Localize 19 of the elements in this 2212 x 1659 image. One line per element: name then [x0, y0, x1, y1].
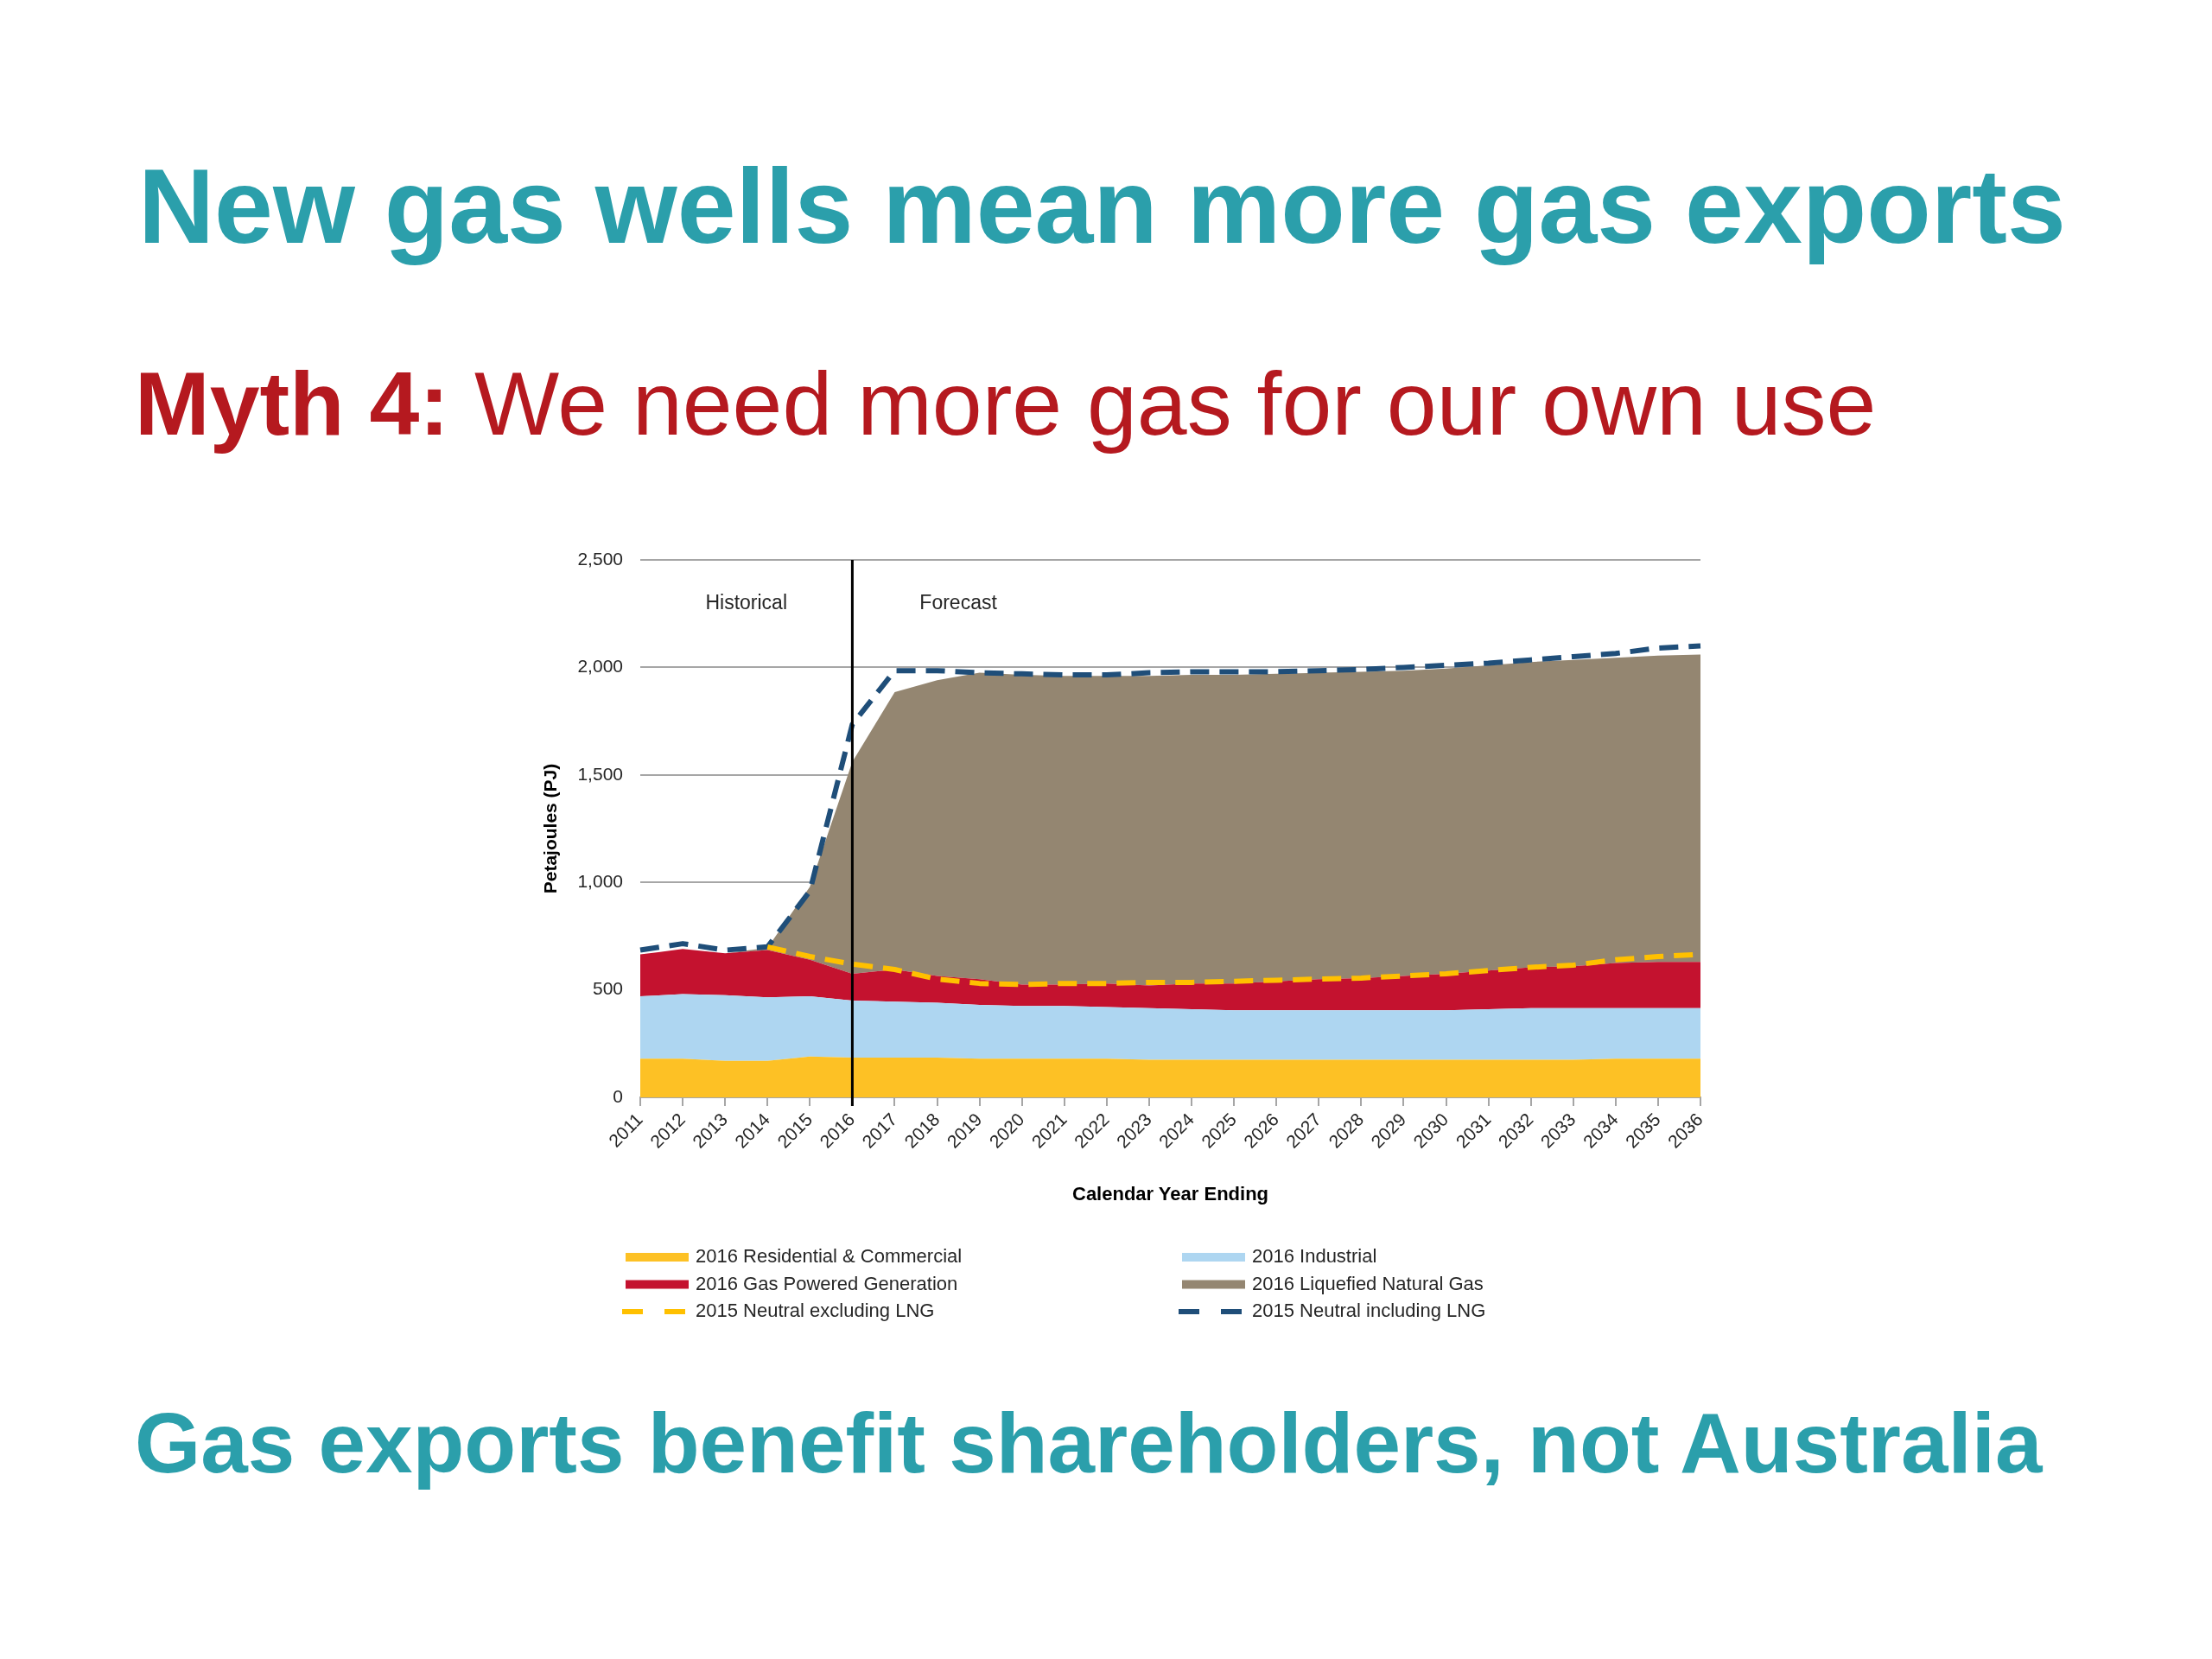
y-tick-label: 1,500: [577, 763, 623, 784]
y-tick-label: 500: [592, 978, 623, 999]
x-axis-title: Calendar Year Ending: [1071, 1182, 1269, 1205]
text: Gas exports benefit shareholders, not Australia: [135, 1395, 2043, 1492]
legend-label: 2015 Neutral including LNG: [1252, 1300, 1486, 1322]
y-tick-label: 2,500: [577, 548, 623, 569]
y-axis-title: Petajoules (PJ): [540, 763, 561, 894]
chart-subtitle: Myth 4: We need more gas for our own use: [135, 353, 1877, 454]
y-tick-label: 1,000: [577, 871, 623, 891]
y-tick-label: 0: [613, 1085, 623, 1106]
y-tick-label: 2,000: [577, 656, 623, 677]
annotation: Forecast: [919, 591, 998, 614]
chart-title: New gas wells mean more gas exports: [138, 147, 2066, 267]
legend-label: 2016 Gas Powered Generation: [696, 1272, 958, 1294]
legend-label: 2016 Industrial: [1252, 1245, 1377, 1268]
legend-label: 2016 Liquefied Natural Gas: [1252, 1272, 1484, 1294]
annotation: Historical: [705, 591, 787, 614]
legend-label: 2015 Neutral excluding LNG: [696, 1300, 935, 1322]
legend-label: 2016 Residential & Commercial: [696, 1245, 963, 1268]
